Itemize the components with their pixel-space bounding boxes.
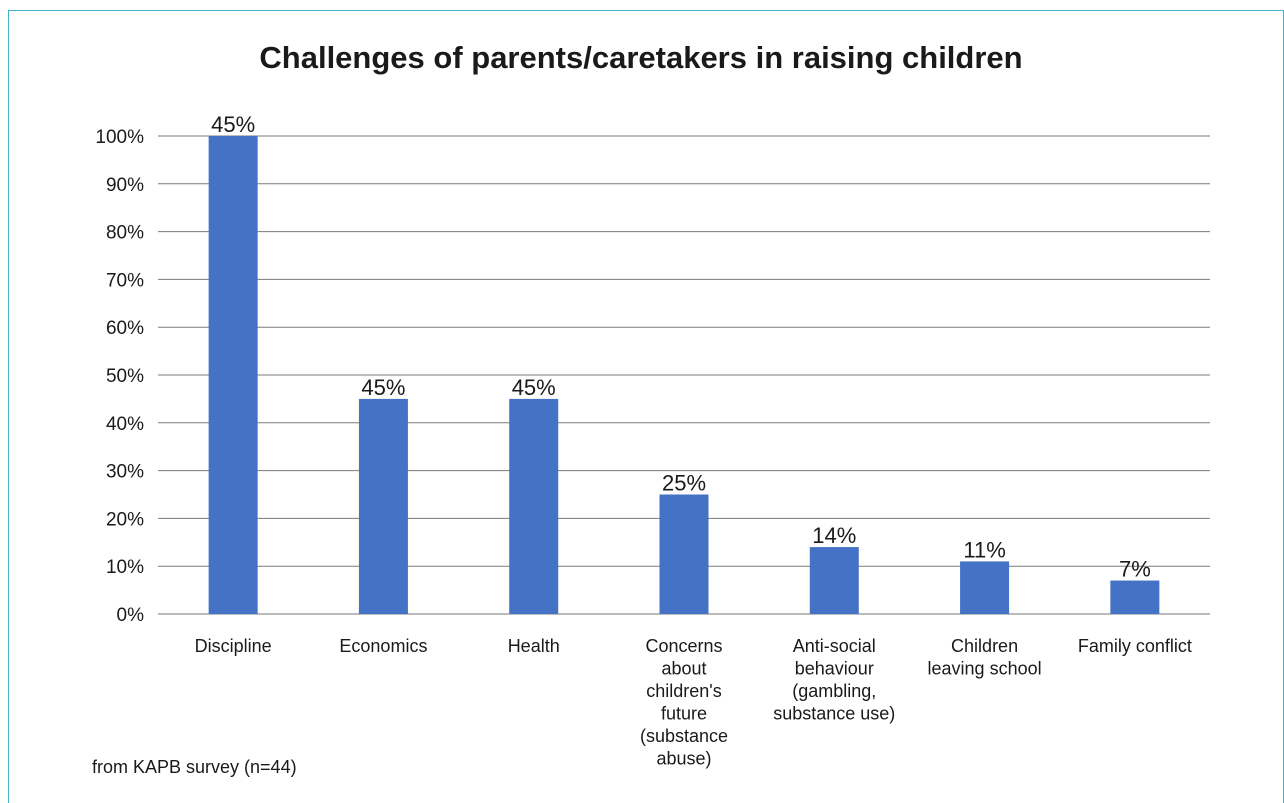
- category-label-line: about: [661, 659, 706, 679]
- category-label: Discipline: [195, 636, 272, 656]
- y-tick-label: 90%: [106, 175, 144, 196]
- bar: [509, 398, 559, 614]
- gridlines: [158, 135, 1210, 615]
- category-label: Family conflict: [1078, 636, 1192, 656]
- y-tick-label: 0%: [117, 605, 145, 626]
- data-labels: 45% 45% 45% 25% 14% 11% 7%: [211, 112, 1151, 582]
- y-tick-label: 30%: [106, 462, 144, 483]
- data-label: 14%: [812, 523, 856, 548]
- category-label-line: Anti-social: [793, 636, 876, 656]
- y-tick-label: 70%: [106, 270, 144, 291]
- bar: [208, 136, 258, 614]
- category-label-line: abuse): [656, 749, 711, 769]
- data-label: 7%: [1119, 557, 1151, 582]
- category-label-line: future: [661, 704, 707, 724]
- y-tick-label: 60%: [106, 318, 144, 339]
- chart-title: Challenges of parents/caretakers in rais…: [259, 40, 1022, 75]
- category-label-line: Health: [508, 636, 560, 656]
- category-label-line: (gambling,: [792, 681, 876, 701]
- bar: [358, 398, 408, 614]
- category-label: Concerns about children's future (substance a…: [640, 636, 728, 769]
- category-label-line: children's: [646, 681, 721, 701]
- category-label: Children leaving school: [928, 636, 1042, 679]
- category-label-line: Concerns: [645, 636, 722, 656]
- y-axis-ticks: 0% 10% 20% 30% 40% 50% 60% 70% 80% 90% 100%: [95, 127, 144, 626]
- y-tick-label: 10%: [106, 557, 144, 578]
- category-label: Economics: [339, 636, 427, 656]
- y-tick-label: 40%: [106, 414, 144, 435]
- y-tick-label: 100%: [95, 127, 144, 148]
- source-note: from KAPB survey (n=44): [92, 757, 297, 777]
- y-tick-label: 50%: [106, 366, 144, 387]
- data-label: 45%: [211, 112, 255, 137]
- data-label: 25%: [662, 471, 706, 496]
- bar: [960, 561, 1010, 614]
- y-tick-label: 80%: [106, 223, 144, 244]
- category-label-line: (substance: [640, 726, 728, 746]
- bar: [659, 494, 709, 614]
- category-label-line: Family conflict: [1078, 636, 1192, 656]
- category-label-line: behaviour: [795, 659, 874, 679]
- category-label-line: substance use): [773, 704, 895, 724]
- category-label: Health: [508, 636, 560, 656]
- data-label: 45%: [512, 375, 556, 400]
- category-label-line: leaving school: [928, 659, 1042, 679]
- category-labels: Discipline Economics Health Concerns about ch…: [195, 636, 1192, 769]
- bars: [208, 136, 1160, 614]
- bar: [1110, 580, 1160, 614]
- data-label: 11%: [963, 537, 1005, 562]
- category-label: Anti-social behaviour (gambling, substance …: [773, 636, 895, 724]
- y-tick-label: 20%: [106, 509, 144, 530]
- bar: [809, 547, 859, 614]
- category-label-line: Economics: [339, 636, 427, 656]
- category-label-line: Discipline: [195, 636, 272, 656]
- category-label-line: Children: [951, 636, 1018, 656]
- data-label: 45%: [361, 375, 405, 400]
